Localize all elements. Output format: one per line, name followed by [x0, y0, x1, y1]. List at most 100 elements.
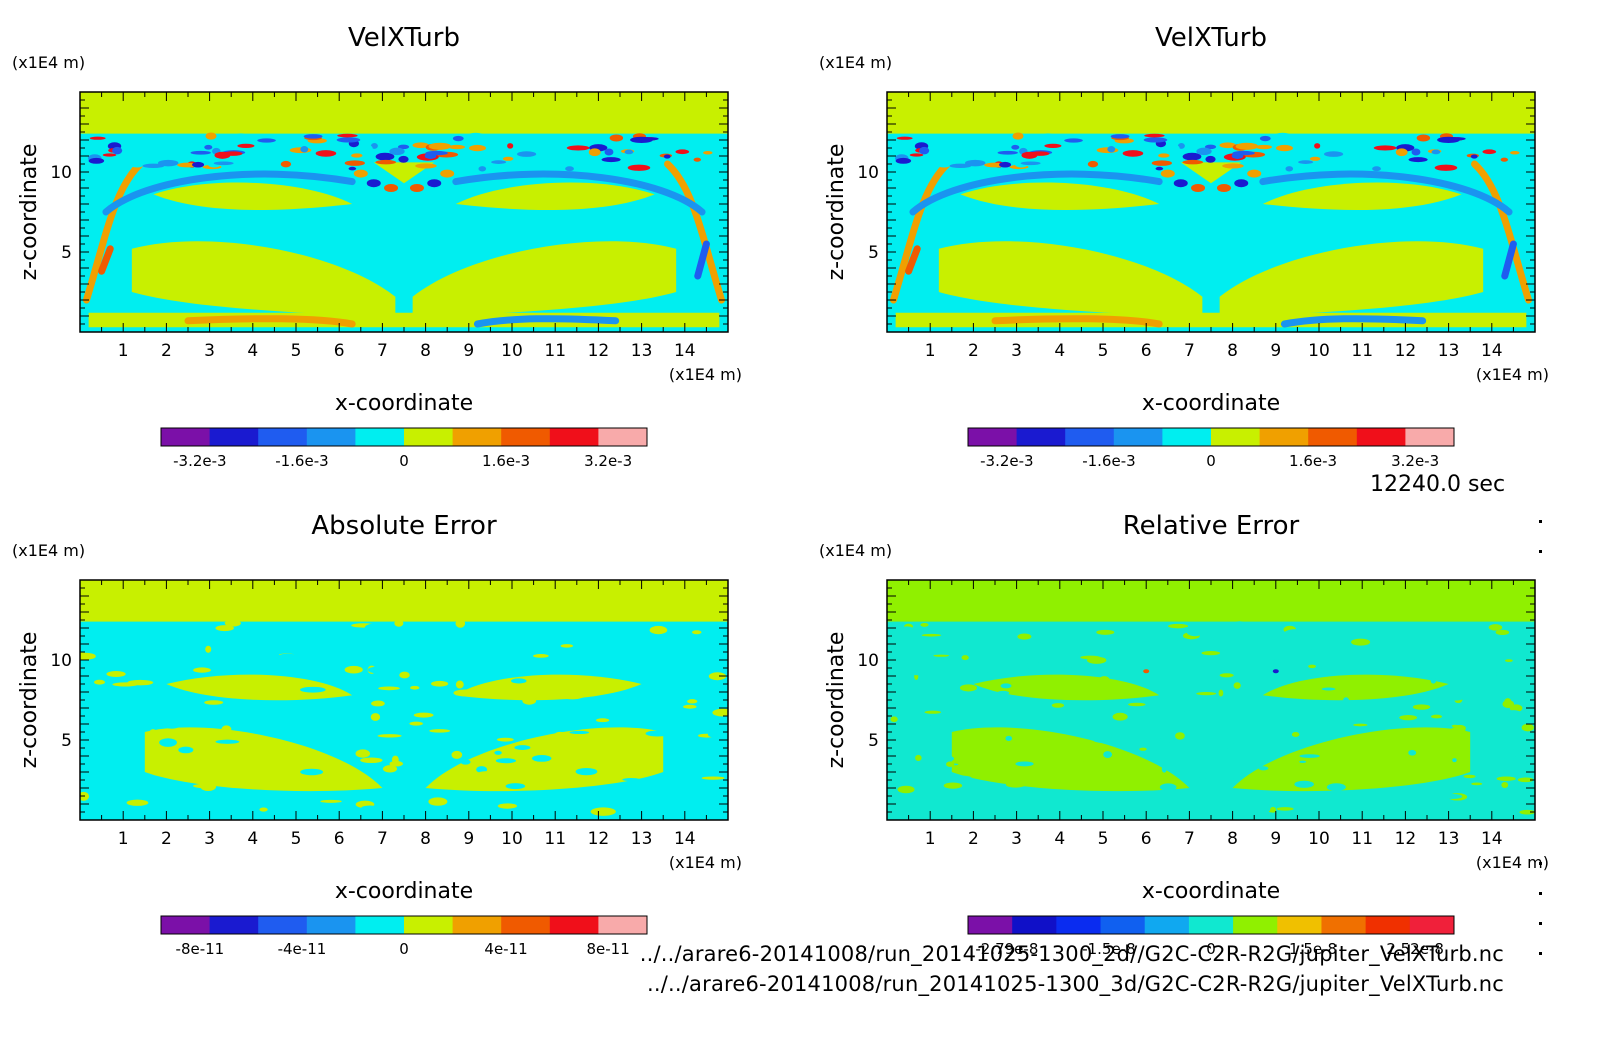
colorbar-frame: [967, 427, 1455, 447]
field-patch: [167, 663, 178, 670]
field-patch: [959, 684, 977, 692]
field-region: [412, 241, 677, 318]
field-patch: [355, 749, 371, 758]
field-patch: [1143, 669, 1150, 674]
colorbar-swatch: [968, 916, 1013, 934]
chart-panel: Relative Error(x1E4 m)1 2 3 4 5 6 7 8 9 10 11 12 13 1…: [819, 511, 1549, 958]
field-patch: [1198, 676, 1219, 682]
x-tick-label: 2: [161, 829, 172, 849]
field-eddy: [237, 143, 255, 148]
field-patch: [389, 760, 403, 767]
field-patch: [887, 750, 908, 756]
field-patch: [961, 655, 969, 661]
field-patch: [555, 731, 566, 736]
field-eddy: [896, 136, 913, 140]
colorbar-swatch: [1308, 428, 1358, 446]
y-tick-label: 10: [857, 651, 879, 671]
field-patch: [1233, 621, 1246, 627]
y-tick-label: 5: [868, 243, 879, 263]
field-eddy: [1011, 144, 1020, 150]
field-patch: [703, 654, 723, 663]
y-tick-label: 10: [50, 651, 72, 671]
x-unit-label: (x1E4 m): [669, 365, 742, 384]
x-unit-label: (x1E4 m): [669, 853, 742, 872]
field-region: [938, 241, 1203, 318]
x-tick-label: 5: [291, 341, 302, 361]
field-eddy: [1222, 163, 1244, 169]
field-eddy: [1151, 160, 1172, 166]
field-patch: [932, 797, 950, 806]
field-patch: [413, 712, 434, 718]
field-band: [905, 245, 921, 275]
field-patch: [1303, 799, 1320, 808]
field-patch: [1299, 754, 1320, 758]
field-band: [473, 315, 620, 328]
field-patch: [451, 750, 463, 759]
field-band: [1259, 170, 1513, 216]
colorbar-swatch: [1321, 916, 1367, 934]
x-tick-label: 13: [1438, 341, 1460, 361]
field-band: [98, 245, 114, 275]
field-patch: [920, 622, 929, 627]
field-eddy: [1171, 145, 1180, 152]
field-patch: [622, 778, 641, 782]
x-tick-label: 3: [204, 829, 215, 849]
field-patch: [1513, 755, 1526, 764]
x-tick-label: 14: [674, 829, 696, 849]
x-tick-label: 12: [1395, 829, 1417, 849]
field-region: [1219, 241, 1484, 318]
field-region: [960, 182, 1160, 211]
field-eddy: [315, 150, 337, 157]
field-patch: [1488, 624, 1503, 631]
field-eddy: [436, 160, 460, 169]
field-patch: [259, 692, 281, 700]
field-patch: [1406, 648, 1422, 653]
field-region: [80, 621, 728, 820]
x-tick-label: 14: [1481, 829, 1503, 849]
field-patch: [1000, 683, 1012, 689]
margin-dot: [1539, 520, 1542, 523]
field-patch: [1521, 723, 1534, 732]
field-eddy: [89, 136, 106, 140]
field-patch: [1258, 766, 1269, 771]
field-patch: [1439, 719, 1456, 723]
field-patch: [289, 775, 315, 781]
field-patch: [586, 649, 593, 659]
colorbar-swatch: [306, 916, 356, 934]
field-eddy: [353, 169, 368, 178]
field-patch: [1413, 656, 1430, 661]
field-patch: [454, 644, 467, 653]
x-tick-label: 13: [631, 341, 653, 361]
field-patch: [394, 619, 404, 627]
field-patch: [924, 710, 942, 714]
field-patch: [370, 713, 381, 721]
field-eddy: [1110, 134, 1130, 139]
field-eddy: [1087, 160, 1099, 168]
field-eddy: [1012, 132, 1024, 140]
field-eddy: [1144, 133, 1165, 138]
field-eddy: [1173, 179, 1188, 188]
field-patch: [224, 619, 241, 627]
field-patch: [1103, 751, 1113, 758]
field-patch: [1128, 702, 1146, 707]
field-patch: [929, 724, 941, 730]
field-band: [1280, 315, 1427, 328]
field-eddy: [375, 159, 397, 165]
field-patch: [89, 798, 102, 802]
field-patch: [111, 650, 125, 656]
field-patch: [93, 679, 105, 685]
y-tick-label: 5: [61, 731, 72, 751]
field-patch: [1315, 626, 1332, 630]
field-region: [166, 674, 353, 701]
field-patch: [452, 676, 475, 684]
field-patch: [149, 729, 157, 735]
field-eddy: [703, 151, 713, 155]
x-tick-label: 5: [291, 829, 302, 849]
field-patch: [1196, 692, 1217, 696]
field-patch: [1056, 651, 1078, 657]
colorbar-tick-label: -3.2e-3: [173, 452, 226, 470]
field-patch: [1096, 629, 1115, 635]
colorbar-swatch: [355, 428, 405, 446]
field-region: [131, 241, 396, 318]
